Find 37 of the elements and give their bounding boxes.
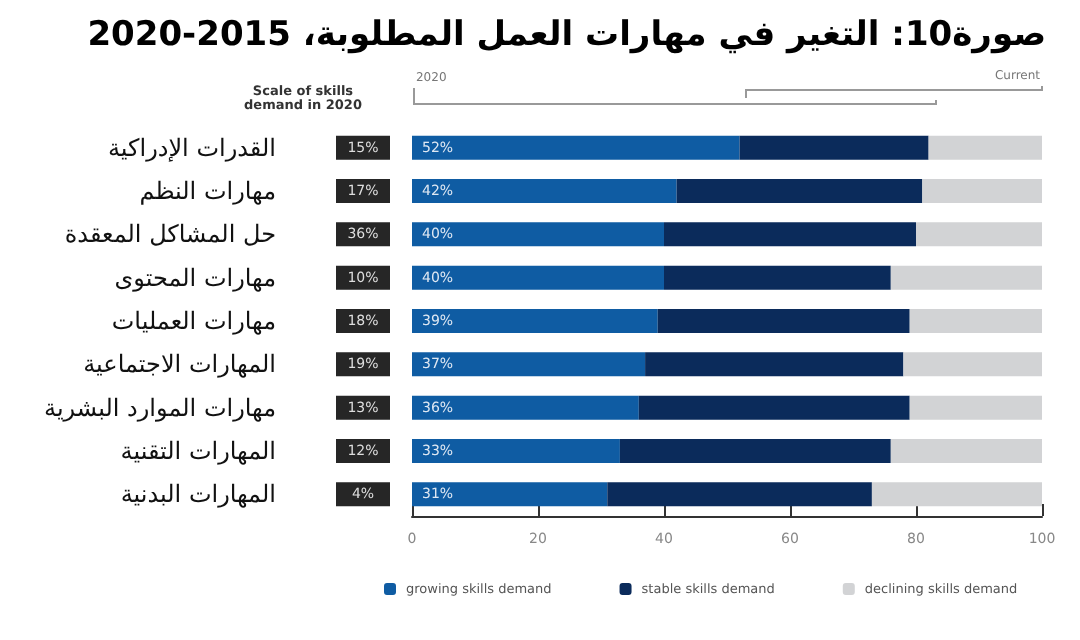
y-tick-label: مهارات العمليات <box>111 307 276 335</box>
bar <box>909 395 1042 420</box>
bar <box>607 482 872 507</box>
bar <box>645 352 904 377</box>
y-tick-label: المهارات البدنية <box>120 480 276 509</box>
y-tick-label: مهارات النظم <box>139 177 276 205</box>
bar <box>909 309 1042 333</box>
y-tick-label: المهارات التقنية <box>120 437 276 465</box>
bar <box>412 352 646 377</box>
bar <box>412 309 658 333</box>
bar <box>664 265 891 290</box>
bar <box>638 395 910 420</box>
bar <box>890 265 1042 290</box>
bar <box>676 179 923 203</box>
bar <box>412 395 639 420</box>
bar <box>412 439 620 463</box>
bar <box>928 135 1042 160</box>
bar <box>412 222 664 247</box>
bar <box>619 439 891 463</box>
bar <box>916 222 1042 247</box>
y-tick-label: القدرات الإدراكية <box>107 133 276 162</box>
chart-title: صورة10: التغير في مهارات العمل المطلوبة، 2015-2020 <box>87 15 1047 55</box>
y-tick-label: المهارات الاجتماعية <box>83 350 276 379</box>
bar <box>890 439 1042 463</box>
y-tick-label: مهارات المحتوى <box>114 263 276 292</box>
y-tick-label: حل المشاكل المعقدة <box>64 220 276 249</box>
bar <box>739 135 929 160</box>
bar <box>412 135 740 160</box>
bar <box>412 482 608 507</box>
bar <box>412 265 664 290</box>
y-tick-label: مهارات الموارد البشرية <box>44 393 276 422</box>
bar <box>871 482 1042 507</box>
bar <box>922 179 1042 203</box>
bar <box>412 179 677 203</box>
bar <box>664 222 916 247</box>
bar <box>903 352 1042 377</box>
bar <box>657 309 910 333</box>
